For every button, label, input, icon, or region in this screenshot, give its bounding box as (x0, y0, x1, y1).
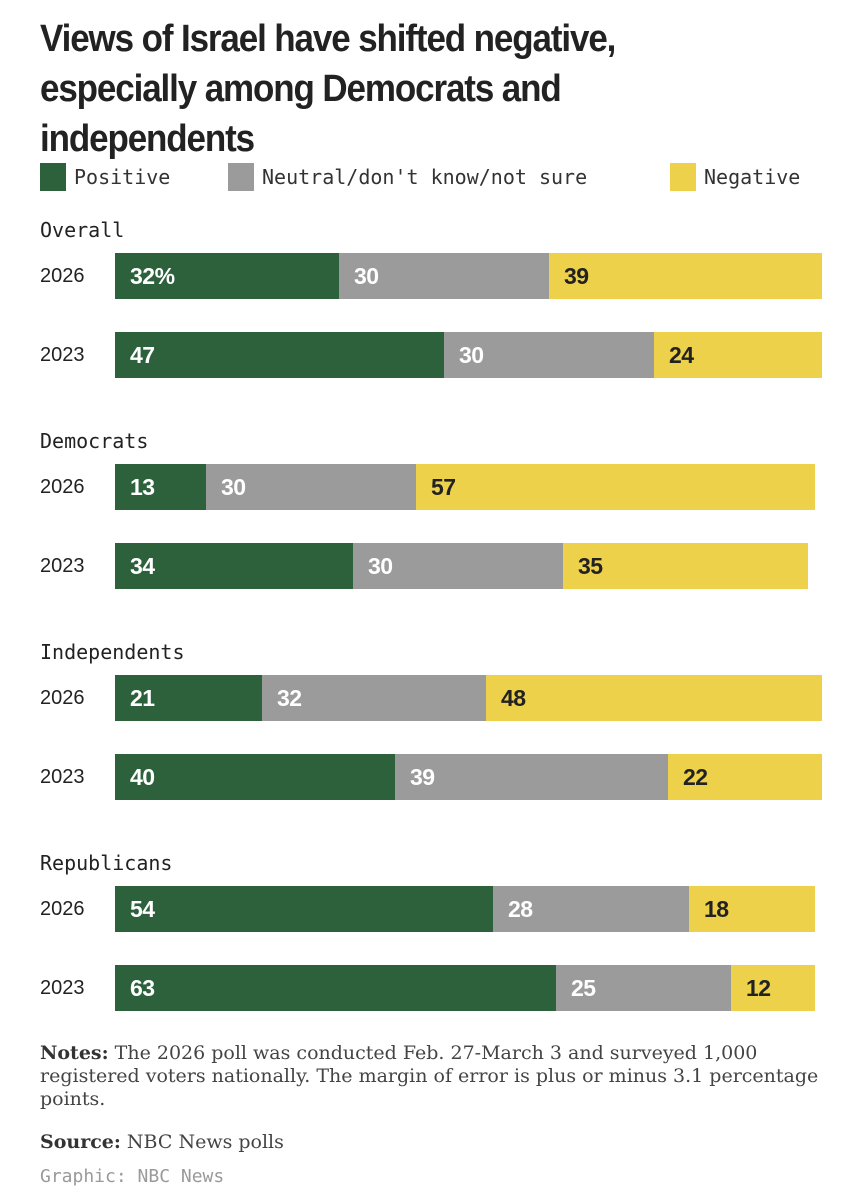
bar-segment-negative (563, 543, 808, 589)
bar-segment-neutral (262, 675, 486, 721)
bar-value-label-neutral: 30 (459, 342, 484, 368)
bar-value-label-positive: 13 (130, 474, 155, 500)
legend-label-neutral: Neutral/don't know/not sure (262, 165, 588, 189)
source-label: Source: (40, 1131, 121, 1153)
year-label: 2026 (40, 265, 85, 287)
chart-source: Source: NBC News polls (40, 1131, 284, 1153)
bar-segment-negative (416, 464, 815, 510)
chart-title: Views of Israel have shifted negative, e… (40, 18, 616, 160)
bar-segment-neutral (395, 754, 668, 800)
bar-segment-positive (115, 253, 339, 299)
year-label: 2023 (40, 344, 85, 366)
bar-value-label-neutral: 39 (410, 764, 435, 790)
legend-label-negative: Negative (704, 165, 801, 189)
bar-segment-neutral (444, 332, 654, 378)
bar-segment-negative (668, 754, 822, 800)
source-text: NBC News polls (120, 1131, 284, 1153)
bar-segment-neutral (206, 464, 416, 510)
chart-notes: Notes: The 2026 poll was conducted Feb. … (40, 1042, 830, 1111)
year-label: 2026 (40, 476, 85, 498)
bar-value-label-negative: 22 (683, 764, 708, 790)
group-label-overall: Overall (40, 218, 125, 242)
bar-segment-positive (115, 675, 262, 721)
bar-segment-neutral (493, 886, 689, 932)
bar-value-label-positive: 32% (130, 263, 175, 289)
year-label: 2023 (40, 766, 85, 788)
notes-text: The 2026 poll was conducted Feb. 27-Marc… (40, 1042, 819, 1110)
bar-segment-neutral (339, 253, 549, 299)
bar-value-label-negative: 12 (746, 975, 771, 1001)
bar-value-label-positive: 63 (130, 975, 155, 1001)
legend-item-neutral: Neutral/don't know/not sure (228, 162, 587, 192)
bar-segment-neutral (353, 543, 563, 589)
bar-value-label-neutral: 32 (277, 685, 302, 711)
bar-segment-negative (654, 332, 822, 378)
bar-value-label-negative: 24 (669, 342, 694, 368)
bar-value-label-positive: 40 (130, 764, 155, 790)
graphic-credit: Graphic: NBC News (40, 1166, 225, 1187)
year-label: 2026 (40, 687, 85, 709)
year-label: 2023 (40, 977, 85, 999)
bar-value-label-neutral: 30 (368, 553, 393, 579)
bar-segment-neutral (556, 965, 731, 1011)
bar-value-label-negative: 18 (704, 896, 729, 922)
bar-value-label-neutral: 30 (221, 474, 246, 500)
bar-segment-negative (549, 253, 822, 299)
bar-segment-negative (731, 965, 815, 1011)
year-label: 2023 (40, 555, 85, 577)
bar-segment-positive (115, 886, 493, 932)
legend-label-positive: Positive (74, 165, 171, 189)
legend-swatch-negative (670, 163, 696, 191)
bar-value-label-positive: 47 (130, 342, 155, 368)
legend-swatch-neutral (228, 163, 254, 191)
legend-item-positive: Positive (40, 162, 170, 192)
bar-segment-positive (115, 965, 556, 1011)
bar-value-label-neutral: 25 (571, 975, 596, 1001)
bar-value-label-negative: 35 (578, 553, 603, 579)
bar-segment-positive (115, 332, 444, 378)
bar-value-label-negative: 39 (564, 263, 589, 289)
group-label-republicans: Republicans (40, 851, 173, 875)
bar-value-label-positive: 54 (130, 896, 155, 922)
group-label-independents: Independents (40, 640, 185, 664)
bar-segment-negative (486, 675, 822, 721)
year-label: 2026 (40, 898, 85, 920)
legend-swatch-positive (40, 163, 66, 191)
bar-segment-positive (115, 543, 353, 589)
bar-segment-positive (115, 754, 395, 800)
bar-value-label-neutral: 28 (508, 896, 533, 922)
bar-value-label-negative: 48 (501, 685, 526, 711)
legend-item-negative: Negative (670, 162, 800, 192)
notes-label: Notes: (40, 1042, 109, 1064)
bar-value-label-positive: 21 (130, 685, 155, 711)
bar-segment-negative (689, 886, 815, 932)
bar-value-label-negative: 57 (431, 474, 456, 500)
bar-value-label-positive: 34 (130, 553, 155, 579)
group-label-democrats: Democrats (40, 429, 149, 453)
bar-value-label-neutral: 30 (354, 263, 379, 289)
bar-segment-positive (115, 464, 206, 510)
